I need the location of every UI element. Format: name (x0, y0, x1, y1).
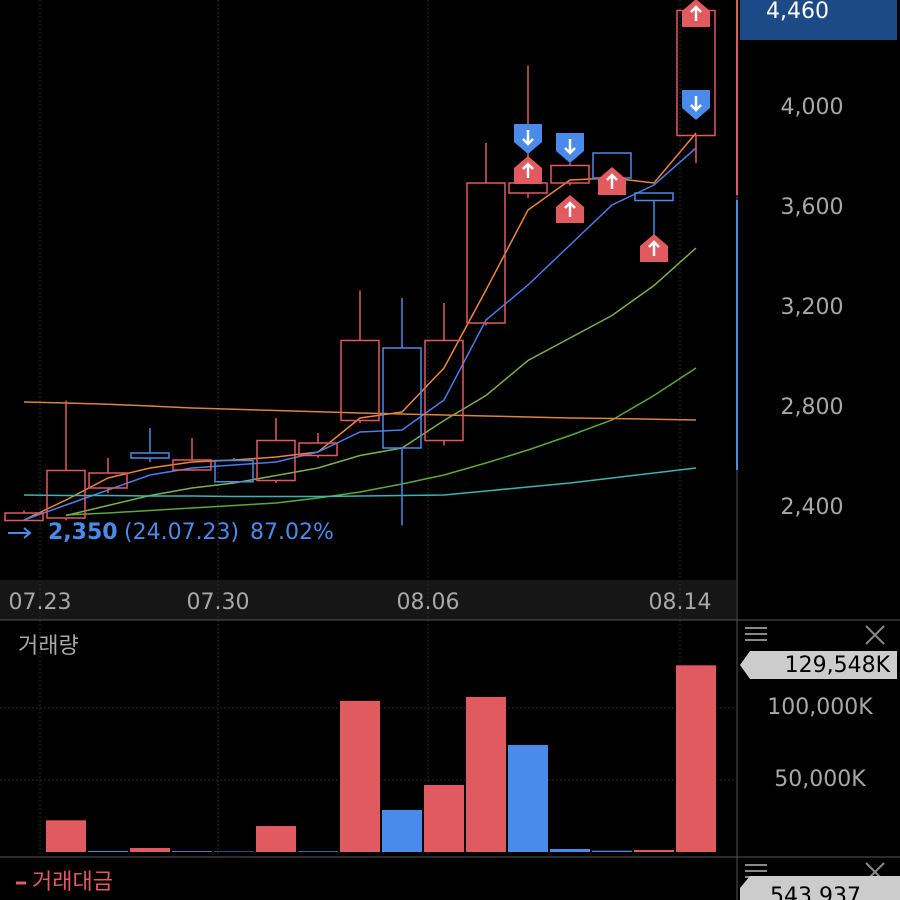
signal-arrow (690, 5, 702, 21)
ma-line (23, 132, 697, 521)
ma-line (23, 467, 697, 498)
sell-signal (514, 124, 542, 154)
bar (466, 696, 506, 852)
candle-body (4, 512, 44, 522)
ma-line (23, 401, 697, 421)
buy-signal (514, 156, 542, 184)
amount-title: 거래대금 (32, 870, 113, 895)
candle-body (466, 182, 506, 324)
bar (550, 848, 590, 852)
candle-body (88, 472, 128, 489)
low-annotation: 2,350 (24.07.23) 87.02% (8, 520, 334, 545)
last-price-box (740, 0, 897, 40)
signal-arrow (606, 173, 618, 189)
buy-signal (682, 0, 710, 27)
volume-title: 거래량 (18, 634, 79, 659)
candle-body (256, 439, 296, 482)
y-tick-label: 4,000 (781, 95, 844, 120)
candle-body (424, 339, 464, 442)
buy-signal (640, 234, 668, 262)
bar (508, 744, 548, 852)
y-tick-label: 3,600 (781, 195, 844, 220)
signal-arrow (522, 130, 534, 146)
last-price-label: 4,460 (766, 0, 829, 24)
buy-signal (598, 167, 626, 195)
y-tick-label: 2,800 (781, 395, 844, 420)
y-tick-label: 2,400 (781, 495, 844, 520)
y-tick-label: 100,000K (767, 695, 873, 720)
low-change: 87.02% (250, 520, 334, 545)
volume-last-label: 129,548K (785, 653, 891, 678)
sell-signal (556, 133, 584, 163)
signal-arrow (564, 201, 576, 217)
ma-line (65, 367, 697, 516)
ma-line (65, 247, 697, 517)
candle-body (130, 452, 170, 459)
candle-body (172, 459, 212, 471)
x-tick-label: 07.23 (9, 590, 72, 615)
menu-icon[interactable] (745, 627, 767, 641)
low-arrow (8, 527, 32, 539)
amount-last-label: 543,937 (770, 884, 861, 900)
signal-arrow (522, 162, 534, 178)
candle-body (298, 442, 338, 457)
low-date: (24.07.23) (124, 520, 239, 545)
bar (634, 849, 674, 852)
x-tick-label: 08.14 (649, 590, 712, 615)
buy-signal (556, 195, 584, 223)
candle-body (382, 347, 422, 449)
date-axis-band (0, 580, 736, 620)
bar (592, 850, 632, 852)
bar (424, 784, 464, 852)
candle-body (340, 339, 380, 422)
y-tick-label: 3,200 (781, 295, 844, 320)
bar (214, 851, 254, 852)
candle-body (46, 469, 86, 519)
sell-signal (682, 90, 710, 120)
bar (382, 809, 422, 852)
candle-body (634, 192, 674, 202)
y-tick-label: 50,000K (774, 767, 866, 792)
bar (130, 847, 170, 852)
signal-arrow (648, 240, 660, 256)
x-tick-label: 07.30 (187, 590, 250, 615)
bar (88, 850, 128, 852)
last-label-box (740, 876, 900, 900)
last-label-box (740, 651, 897, 679)
bar (46, 820, 86, 852)
close-icon[interactable] (865, 625, 885, 645)
bar (676, 665, 716, 852)
signal-arrow (690, 96, 702, 112)
bar (172, 851, 212, 852)
candle-body (550, 164, 590, 184)
x-tick-label: 08.06 (397, 590, 460, 615)
candle-body (214, 459, 254, 483)
ma-line (23, 147, 697, 521)
signal-arrow (564, 139, 576, 155)
bar (298, 851, 338, 852)
bar (340, 700, 380, 852)
bar (256, 826, 296, 852)
low-price: 2,350 (48, 520, 118, 545)
